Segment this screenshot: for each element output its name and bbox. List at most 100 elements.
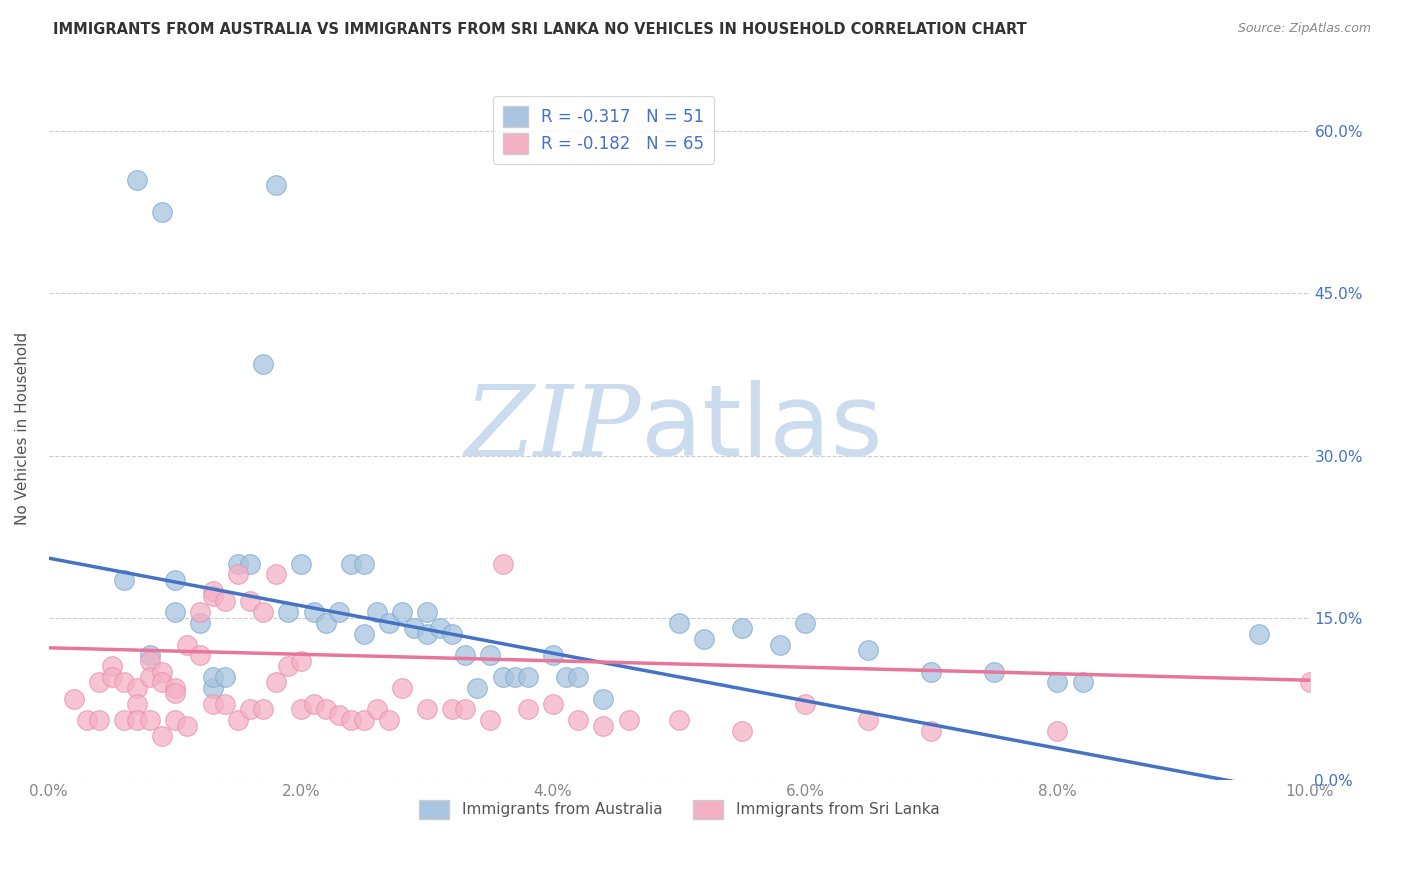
Point [125,681,148,695]
Text: ZIP: ZIP [465,381,641,476]
Point [188,648,211,663]
Point [163,713,186,727]
Point [239,557,262,571]
Point [201,589,224,603]
Point [302,697,325,711]
Point [150,205,173,219]
Point [920,665,942,679]
Point [479,713,502,727]
Legend: Immigrants from Australia, Immigrants from Sri Lanka: Immigrants from Australia, Immigrants fr… [413,794,945,824]
Point [920,724,942,739]
Point [150,675,173,690]
Point [404,621,426,635]
Point [858,713,880,727]
Point [794,615,817,630]
Point [567,670,589,684]
Point [769,638,792,652]
Point [416,605,439,619]
Point [567,713,589,727]
Point [138,648,160,663]
Point [328,605,350,619]
Point [454,648,477,663]
Point [353,713,375,727]
Point [378,713,401,727]
Point [592,718,614,732]
Point [467,681,489,695]
Point [125,697,148,711]
Point [150,730,173,744]
Point [138,713,160,727]
Point [983,665,1005,679]
Point [264,178,287,193]
Point [112,675,135,690]
Point [731,724,754,739]
Point [491,557,513,571]
Point [214,594,236,608]
Point [76,713,98,727]
Point [252,702,274,716]
Point [201,681,224,695]
Point [340,713,363,727]
Point [391,605,413,619]
Point [353,557,375,571]
Point [353,627,375,641]
Y-axis label: No Vehicles in Household: No Vehicles in Household [15,332,30,525]
Point [290,654,312,668]
Point [541,697,564,711]
Point [150,665,173,679]
Point [491,670,513,684]
Point [226,567,249,582]
Point [201,583,224,598]
Point [63,691,86,706]
Point [125,173,148,187]
Point [693,632,716,647]
Point [516,702,538,716]
Point [541,648,564,663]
Point [176,638,198,652]
Point [416,702,439,716]
Point [290,557,312,571]
Point [112,713,135,727]
Point [138,670,160,684]
Point [1249,627,1271,641]
Point [1046,675,1069,690]
Point [252,605,274,619]
Point [226,713,249,727]
Point [454,702,477,716]
Point [328,707,350,722]
Point [125,713,148,727]
Point [201,670,224,684]
Point [441,627,464,641]
Point [340,557,363,571]
Point [112,573,135,587]
Point [264,675,287,690]
Point [264,567,287,582]
Point [858,643,880,657]
Point [214,697,236,711]
Point [277,605,299,619]
Point [794,697,817,711]
Text: atlas: atlas [641,380,883,477]
Point [617,713,640,727]
Point [188,605,211,619]
Point [201,697,224,711]
Point [89,713,111,727]
Point [101,659,124,673]
Point [89,675,111,690]
Point [252,357,274,371]
Point [731,621,754,635]
Point [277,659,299,673]
Point [1298,675,1320,690]
Point [315,702,337,716]
Point [290,702,312,716]
Point [416,627,439,641]
Point [516,670,538,684]
Point [302,605,325,619]
Point [1071,675,1094,690]
Point [163,573,186,587]
Point [315,615,337,630]
Point [188,615,211,630]
Point [479,648,502,663]
Point [391,681,413,695]
Point [163,681,186,695]
